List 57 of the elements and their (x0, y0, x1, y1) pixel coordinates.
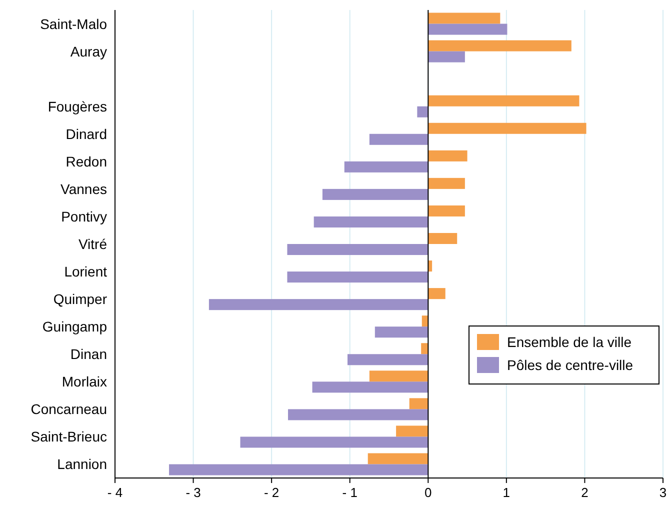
bar (287, 244, 428, 256)
bar (428, 178, 465, 189)
bar (428, 122, 586, 134)
y-tick-label: Morlaix (62, 374, 107, 390)
y-tick-label: Concarneau (30, 401, 107, 418)
x-tick-label: - 3 (186, 485, 201, 500)
bar (208, 299, 428, 310)
x-tick-label: - 1 (342, 485, 358, 500)
bar (288, 409, 428, 420)
y-tick-label: Pontivy (61, 208, 107, 224)
bar (428, 40, 572, 52)
bar (428, 24, 508, 35)
bar (240, 436, 428, 448)
bar (428, 205, 465, 216)
bar (396, 426, 428, 437)
bar (417, 106, 428, 118)
y-tick-label: Vannes (60, 180, 107, 197)
x-tick-label: 0 (424, 485, 432, 500)
bar (428, 51, 465, 62)
bar (169, 464, 428, 476)
bar (369, 134, 428, 145)
y-tick-label: Fougères (48, 98, 107, 114)
x-tick-label: 3 (659, 485, 667, 500)
legend-label: Pôles de centre-ville (507, 357, 634, 373)
bar (344, 161, 428, 172)
bar (312, 382, 428, 393)
bar (314, 216, 428, 228)
bar (428, 232, 458, 244)
x-tick-label: 2 (581, 485, 588, 500)
bar (428, 12, 500, 24)
bar (287, 272, 428, 283)
x-tick-label: 1 (502, 485, 510, 500)
y-tick-label: Auray (70, 43, 107, 60)
bar (369, 370, 428, 382)
bar (428, 260, 432, 272)
bar (348, 354, 428, 366)
legend-label: Ensemble de la ville (507, 334, 632, 350)
y-tick-label: Guingamp (42, 318, 108, 335)
bar (428, 95, 580, 106)
y-tick-label: Redon (66, 153, 107, 170)
y-tick-label: Lorient (64, 264, 108, 280)
x-tick-label: - 4 (107, 485, 123, 500)
bar (409, 398, 428, 410)
bar (368, 453, 428, 464)
bar (428, 150, 468, 162)
y-tick-label: Saint-Malo (40, 16, 108, 32)
y-tick-label: Dinard (66, 126, 107, 142)
bar (428, 288, 446, 300)
x-tick-label: - 2 (264, 485, 280, 500)
y-tick-label: Dinan (70, 346, 107, 362)
bar (322, 188, 428, 200)
y-tick-label: Saint-Brieuc (30, 428, 107, 445)
bar (374, 326, 428, 338)
y-tick-label: Lannion (57, 456, 107, 472)
bar (421, 343, 428, 354)
y-tick-label: Quimper (53, 291, 108, 308)
y-tick-label: Vitré (78, 236, 108, 252)
